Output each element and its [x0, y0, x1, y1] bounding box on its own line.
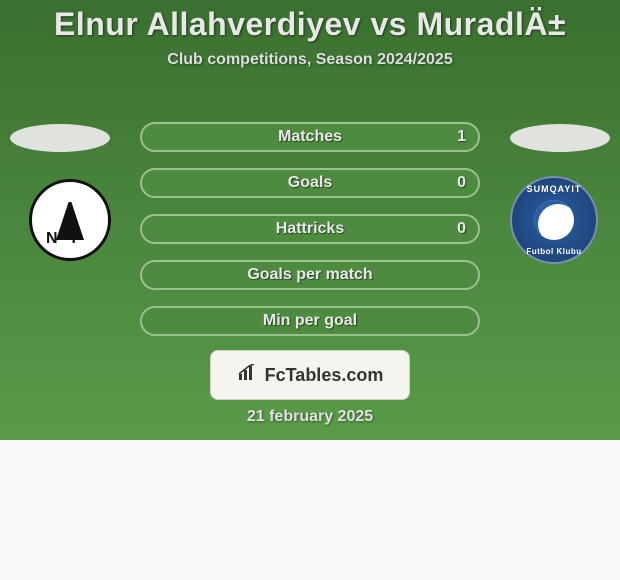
page-title: Elnur Allahverdiyev vs MuradlÄ±: [0, 0, 620, 43]
stat-row: Min per goal: [140, 306, 480, 336]
stat-row: Goals per match: [140, 260, 480, 290]
stat-label: Goals per match: [247, 266, 372, 284]
stat-row: Matches 1: [140, 122, 480, 152]
stat-row: Goals 0: [140, 168, 480, 198]
stat-label: Matches: [278, 128, 342, 146]
bar-chart-icon: [237, 364, 259, 387]
stat-value-right: 0: [457, 174, 466, 192]
sumqayit-ring-top: SUMQAYIT: [527, 184, 582, 194]
comparison-infographic: Elnur Allahverdiyev vs MuradlÄ± Club com…: [0, 0, 620, 580]
stat-label: Min per goal: [263, 312, 357, 330]
club-badge-left: NI: [26, 176, 114, 264]
neftci-letters: NI: [46, 230, 90, 248]
date-line: 21 february 2025: [0, 408, 620, 426]
player-right-ellipse: [510, 124, 610, 152]
player-left-ellipse: [10, 124, 110, 152]
stat-label: Goals: [288, 174, 332, 192]
site-badge: FcTables.com: [210, 350, 410, 400]
subtitle: Club competitions, Season 2024/2025: [0, 51, 620, 69]
sumqayit-logo: SUMQAYIT 2010 Futbol Klubu: [510, 176, 598, 264]
stat-row: Hattricks 0: [140, 214, 480, 244]
stat-value-right: 0: [457, 220, 466, 238]
stat-rows-container: Matches 1 Goals 0 Hattricks 0 Goals per match M…: [140, 122, 480, 352]
stat-label: Hattricks: [276, 220, 344, 238]
sumqayit-ring-bottom: Futbol Klubu: [526, 247, 581, 256]
sumqayit-year: 2010: [544, 216, 564, 226]
stat-value-right: 1: [457, 128, 466, 146]
neftci-logo: NI: [29, 179, 111, 261]
club-badge-right: SUMQAYIT 2010 Futbol Klubu: [510, 176, 598, 264]
site-badge-text: FcTables.com: [265, 365, 384, 386]
